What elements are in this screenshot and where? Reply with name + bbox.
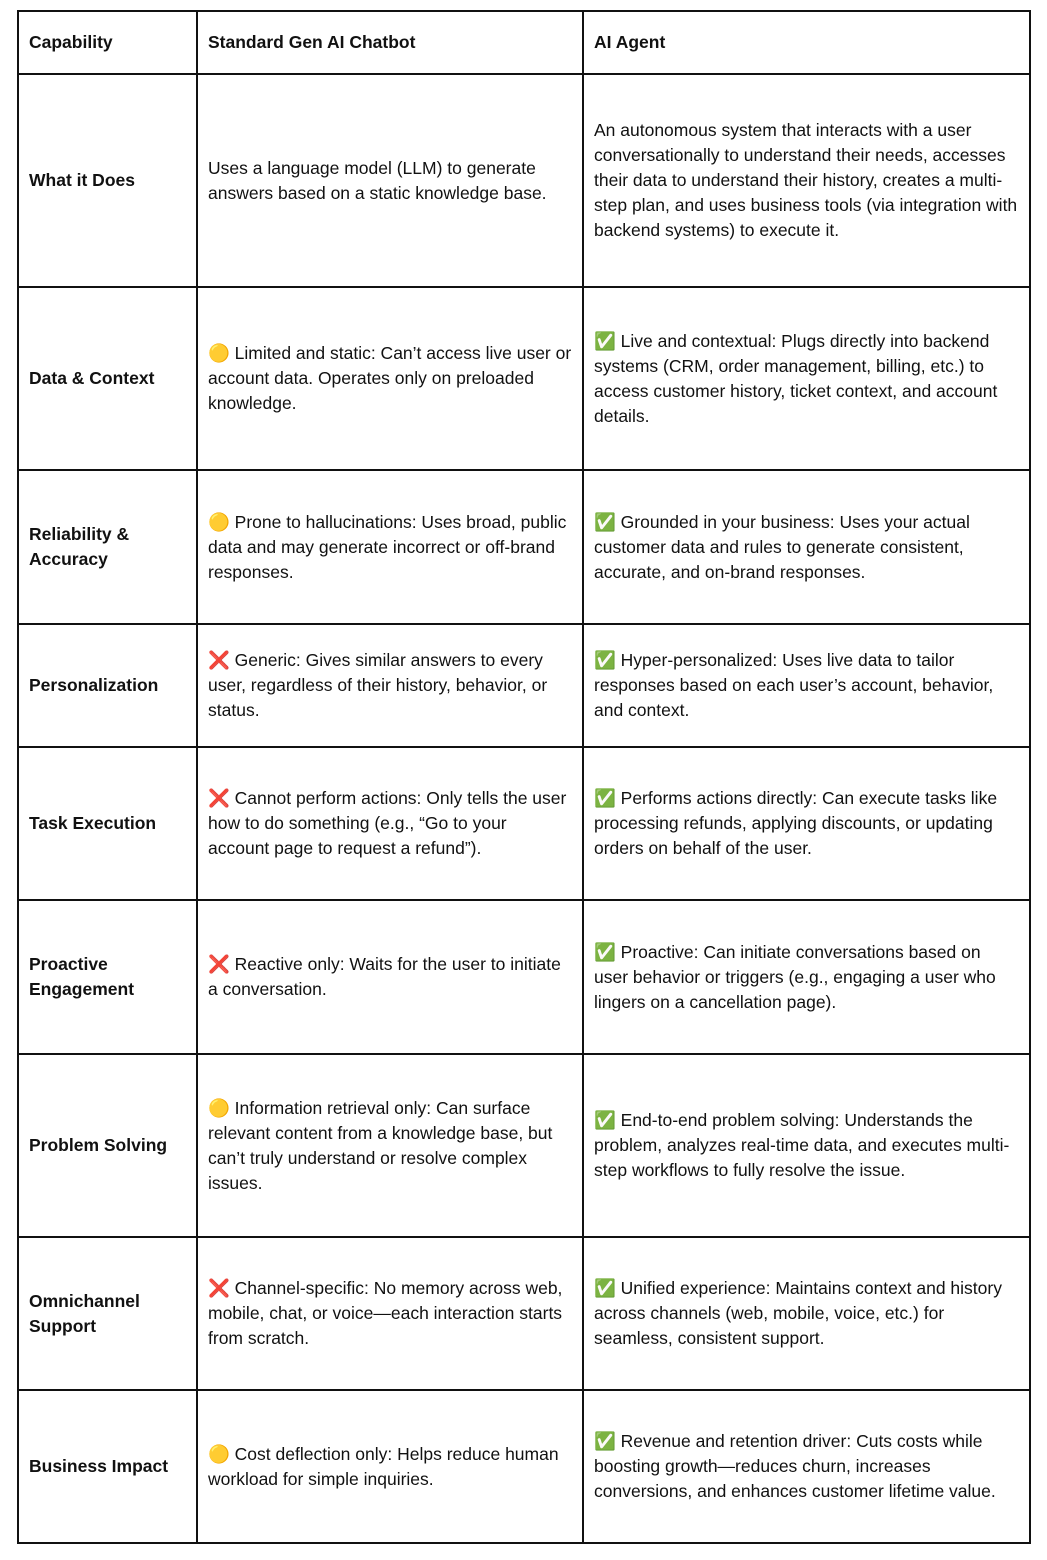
table-row: Personalization ❌ Generic: Gives similar …	[17, 623, 1031, 748]
header-row: Capability Standard Gen AI Chatbot AI Agen…	[17, 10, 1031, 75]
description-cell: ❌ Generic: Gives similar answers to ever…	[196, 623, 584, 748]
description-cell: ✅ Revenue and retention driver: Cuts cos…	[582, 1389, 1031, 1544]
description-cell: 🟡 Information retrieval only: Can surfac…	[196, 1053, 584, 1238]
header-cell: Standard Gen AI Chatbot	[196, 10, 584, 75]
capability-cell: Data & Context	[17, 286, 198, 471]
header-cell: Capability	[17, 10, 198, 75]
header-cell: AI Agent	[582, 10, 1031, 75]
table-row: Reliability & Accuracy 🟡 Prone to halluci…	[17, 469, 1031, 625]
table-row: Business Impact 🟡 Cost deflection only: H…	[17, 1389, 1031, 1544]
capability-cell: Omnichannel Support	[17, 1236, 198, 1391]
description-cell: ✅ Unified experience: Maintains context …	[582, 1236, 1031, 1391]
capability-cell: Business Impact	[17, 1389, 198, 1544]
table-row: Omnichannel Support ❌ Channel-specific: N…	[17, 1236, 1031, 1391]
capability-cell: Reliability & Accuracy	[17, 469, 198, 625]
table-row: What it Does Uses a language model (LLM) …	[17, 73, 1031, 288]
description-cell: ❌ Channel-specific: No memory across web…	[196, 1236, 584, 1391]
table-row: Proactive Engagement ❌ Reactive only: Wai…	[17, 899, 1031, 1055]
comparison-table: Capability Standard Gen AI Chatbot AI Agen…	[17, 10, 1031, 1544]
description-cell: ❌ Cannot perform actions: Only tells the…	[196, 746, 584, 901]
description-cell: ✅ Performs actions directly: Can execute…	[582, 746, 1031, 901]
capability-cell: Problem Solving	[17, 1053, 198, 1238]
description-cell: ✅ End-to-end problem solving: Understand…	[582, 1053, 1031, 1238]
description-cell: An autonomous system that interacts with…	[582, 73, 1031, 288]
description-cell: 🟡 Prone to hallucinations: Uses broad, p…	[196, 469, 584, 625]
table-row: Task Execution ❌ Cannot perform actions: …	[17, 746, 1031, 901]
description-cell: ✅ Hyper-personalized: Uses live data to …	[582, 623, 1031, 748]
description-cell: ✅ Grounded in your business: Uses your a…	[582, 469, 1031, 625]
capability-cell: Task Execution	[17, 746, 198, 901]
table-row: Data & Context 🟡 Limited and static: Can’…	[17, 286, 1031, 471]
description-cell: Uses a language model (LLM) to generate …	[196, 73, 584, 288]
capability-cell: Personalization	[17, 623, 198, 748]
description-cell: ✅ Live and contextual: Plugs directly in…	[582, 286, 1031, 471]
description-cell: ❌ Reactive only: Waits for the user to i…	[196, 899, 584, 1055]
capability-cell: What it Does	[17, 73, 198, 288]
description-cell: ✅ Proactive: Can initiate conversations …	[582, 899, 1031, 1055]
table-row: Problem Solving 🟡 Information retrieval o…	[17, 1053, 1031, 1238]
description-cell: 🟡 Cost deflection only: Helps reduce hum…	[196, 1389, 584, 1544]
description-cell: 🟡 Limited and static: Can’t access live …	[196, 286, 584, 471]
capability-cell: Proactive Engagement	[17, 899, 198, 1055]
